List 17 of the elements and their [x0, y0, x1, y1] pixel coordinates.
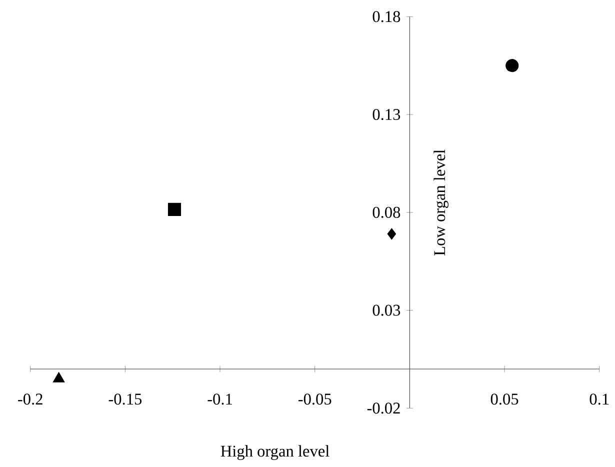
y-tick-label: -0.02	[367, 402, 400, 414]
y-tick-label: 0.18	[372, 11, 400, 22]
x-tick-label: 0.05	[490, 394, 518, 405]
y-tick-label: 0.13	[372, 109, 400, 120]
x-tick-label: -0.1	[208, 394, 232, 405]
point	[387, 228, 396, 240]
y-tick-label: 0.08	[372, 206, 400, 218]
x-axis-title: High organ level	[220, 445, 330, 460]
point	[506, 59, 519, 72]
y-axis-title: Low organ level	[434, 150, 448, 256]
x-tick-label: 0.1	[590, 394, 609, 405]
y-tick-label: 0.03	[372, 304, 400, 316]
x-tick-label: -0.15	[108, 394, 142, 405]
point	[168, 202, 182, 216]
x-tick-label: -0.2	[18, 394, 42, 405]
point	[52, 372, 65, 382]
x-tick-label: -0.05	[298, 394, 332, 405]
